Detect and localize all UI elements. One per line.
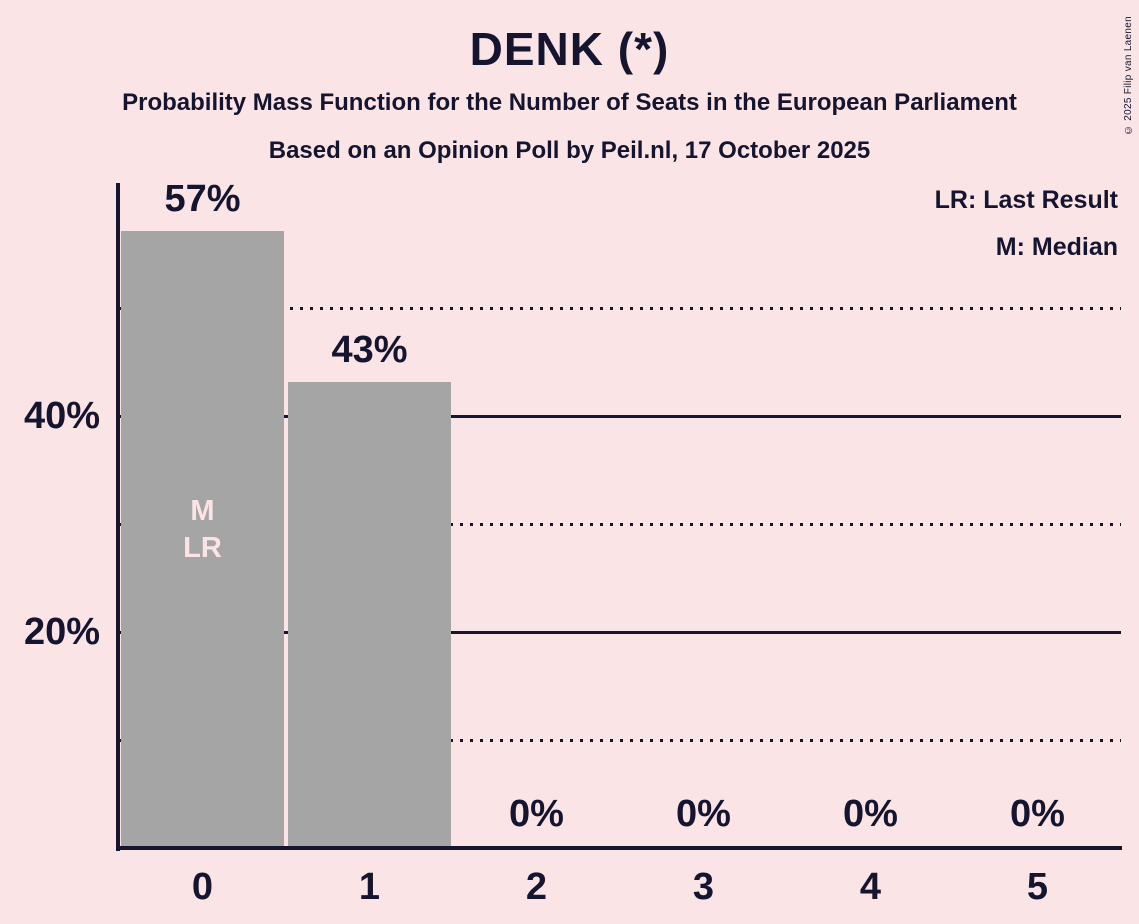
bar-value-label-2: 0%: [509, 793, 564, 835]
bar-seats-0: [121, 231, 284, 846]
legend: LR: Last Result M: Median: [935, 184, 1118, 264]
bar-annotation-median-lr: M LR: [133, 493, 273, 567]
x-tick-labels: 0 1 2 3 4 5: [119, 866, 1121, 909]
bar-value-label-3: 0%: [676, 793, 731, 835]
legend-median: M: Median: [995, 233, 1118, 261]
x-tick-label-1: 1: [358, 866, 381, 908]
median-marker: M: [190, 495, 215, 527]
bar-value-label-1: 43%: [331, 329, 408, 371]
subtitle-poll: Based on an Opinion Poll by Peil.nl, 17 …: [268, 137, 871, 164]
x-tick-label-5: 5: [1026, 866, 1049, 908]
gridline-20: [120, 631, 1121, 634]
page-title: DENK (*): [469, 23, 670, 75]
bar-value-label-4: 0%: [843, 793, 898, 835]
gridline-40: [120, 415, 1121, 418]
y-axis-line: [116, 183, 120, 851]
legend-last-result: LR: Last Result: [934, 186, 1118, 214]
bar-value-label-5: 0%: [1010, 793, 1065, 835]
bar-value-label-0: 57%: [164, 178, 241, 220]
last-result-marker: LR: [183, 532, 222, 564]
bar-seats-1: [288, 382, 451, 846]
x-tick-label-0: 0: [191, 866, 214, 908]
gridline-10: [120, 739, 1121, 742]
gridline-50: [120, 307, 1121, 310]
y-tick-label-20%: 20%: [23, 611, 100, 653]
x-axis-line: [116, 846, 1122, 850]
x-tick-label-2: 2: [525, 866, 548, 908]
y-tick-label-40%: 40%: [23, 395, 100, 437]
subtitle-pmf: Probability Mass Function for the Number…: [122, 89, 1017, 116]
x-tick-label-4: 4: [859, 866, 882, 908]
x-tick-label-3: 3: [692, 866, 715, 908]
gridline-30: [120, 523, 1121, 526]
